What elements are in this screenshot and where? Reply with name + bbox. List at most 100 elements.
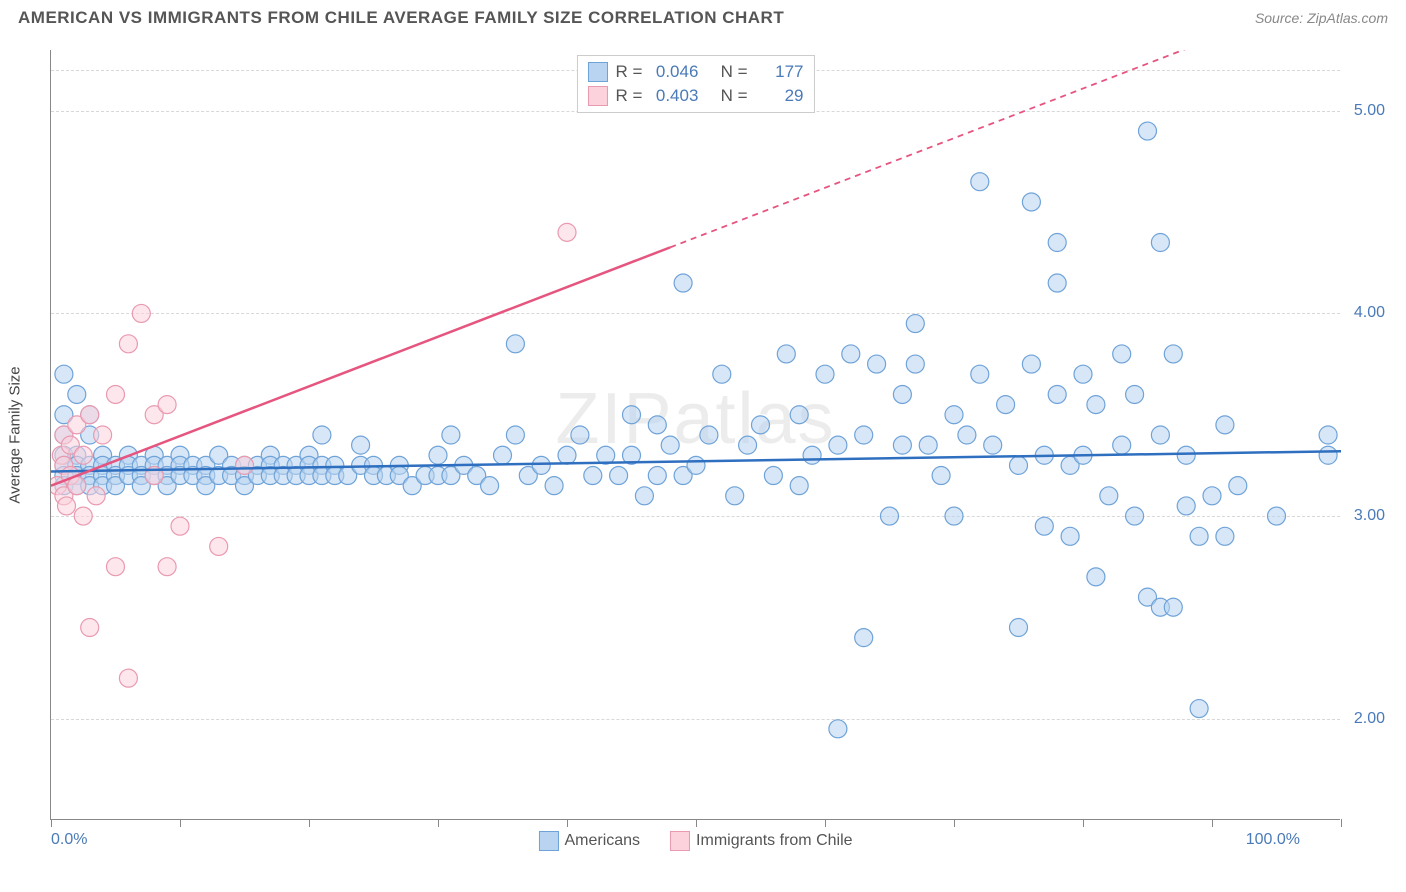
data-point [1100, 487, 1118, 505]
data-point [55, 365, 73, 383]
data-point [919, 436, 937, 454]
data-point [855, 426, 873, 444]
data-point [429, 446, 447, 464]
data-point [119, 335, 137, 353]
data-point [494, 446, 512, 464]
plot-area: ZIPatlas 2.003.004.005.00 R = 0.046 N = … [50, 50, 1340, 820]
x-tick [954, 819, 955, 827]
data-point [107, 558, 125, 576]
x-axis-max-label: 100.0% [1246, 831, 1300, 849]
data-point [1048, 274, 1066, 292]
data-point [906, 355, 924, 373]
data-point [352, 436, 370, 454]
data-point [158, 558, 176, 576]
data-point [893, 385, 911, 403]
legend-row: R = 0.046 N = 177 [587, 60, 803, 84]
x-tick [1212, 819, 1213, 827]
data-point [506, 426, 524, 444]
data-point [984, 436, 1002, 454]
data-point [648, 416, 666, 434]
data-point [906, 315, 924, 333]
data-point [1268, 507, 1286, 525]
data-point [623, 406, 641, 424]
data-point [236, 456, 254, 474]
data-point [1229, 477, 1247, 495]
data-point [713, 365, 731, 383]
data-point [777, 345, 795, 363]
data-point [1113, 345, 1131, 363]
data-point [1139, 122, 1157, 140]
legend-item: Americans [538, 831, 640, 851]
x-tick [1083, 819, 1084, 827]
y-tick-label: 5.00 [1354, 102, 1385, 120]
data-point [1151, 234, 1169, 252]
data-point [158, 396, 176, 414]
data-point [945, 406, 963, 424]
x-tick [180, 819, 181, 827]
data-point [442, 426, 460, 444]
data-point [1151, 426, 1169, 444]
data-point [313, 426, 331, 444]
data-point [57, 497, 75, 515]
data-point [816, 365, 834, 383]
stat-label: R = [615, 86, 642, 106]
data-point [829, 436, 847, 454]
data-point [1164, 345, 1182, 363]
x-tick [438, 819, 439, 827]
data-point [945, 507, 963, 525]
data-point [1190, 527, 1208, 545]
x-tick [309, 819, 310, 827]
data-point [1048, 385, 1066, 403]
data-point [87, 487, 105, 505]
data-point [674, 274, 692, 292]
data-point [1319, 426, 1337, 444]
data-point [726, 487, 744, 505]
data-point [68, 385, 86, 403]
legend-swatch [670, 831, 690, 851]
data-point [1010, 619, 1028, 637]
data-point [1061, 527, 1079, 545]
data-point [1035, 517, 1053, 535]
data-point [558, 446, 576, 464]
data-point [1010, 456, 1028, 474]
data-point [1164, 598, 1182, 616]
data-point [739, 436, 757, 454]
data-point [132, 304, 150, 322]
data-point [700, 426, 718, 444]
x-tick [567, 819, 568, 827]
data-point [635, 487, 653, 505]
data-point [661, 436, 679, 454]
stat-label: N = [706, 86, 747, 106]
chart-source: Source: ZipAtlas.com [1255, 10, 1388, 26]
data-point [958, 426, 976, 444]
stat-label: N = [706, 62, 747, 82]
data-point [842, 345, 860, 363]
data-point [94, 426, 112, 444]
data-point [171, 517, 189, 535]
data-point [1087, 568, 1105, 586]
legend-swatch [587, 62, 607, 82]
legend-label: Americans [564, 832, 640, 850]
y-tick-label: 3.00 [1354, 507, 1385, 525]
data-point [558, 223, 576, 241]
legend-swatch [538, 831, 558, 851]
data-point [74, 446, 92, 464]
data-point [571, 426, 589, 444]
stat-r-value: 0.403 [650, 86, 698, 106]
chart-container: Average Family Size ZIPatlas 2.003.004.0… [50, 50, 1380, 820]
data-point [532, 456, 550, 474]
data-point [210, 537, 228, 555]
data-point [506, 335, 524, 353]
data-point [893, 436, 911, 454]
data-point [81, 406, 99, 424]
x-tick [825, 819, 826, 827]
data-point [764, 467, 782, 485]
data-point [584, 467, 602, 485]
legend-row: R = 0.403 N = 29 [587, 84, 803, 108]
data-point [1126, 507, 1144, 525]
stat-r-value: 0.046 [650, 62, 698, 82]
data-point [855, 629, 873, 647]
data-point [1048, 234, 1066, 252]
chart-header: AMERICAN VS IMMIGRANTS FROM CHILE AVERAG… [0, 0, 1406, 32]
data-point [803, 446, 821, 464]
